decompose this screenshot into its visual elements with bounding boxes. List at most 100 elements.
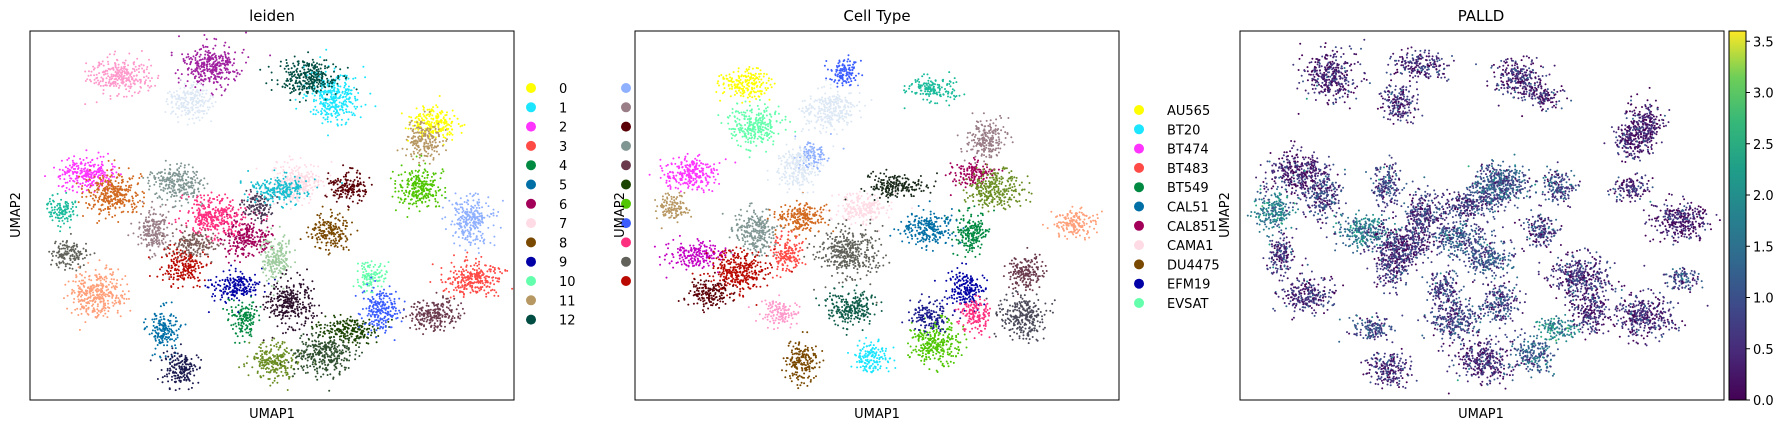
- scatter-point: [178, 188, 180, 190]
- scatter-point: [432, 119, 434, 121]
- scatter-point: [325, 102, 327, 104]
- scatter-point: [407, 182, 409, 184]
- scatter-point: [302, 176, 304, 178]
- scatter-point: [301, 89, 303, 91]
- scatter-point: [302, 80, 304, 82]
- scatter-point: [336, 242, 338, 244]
- scatter-point: [67, 170, 69, 172]
- scatter-point: [364, 185, 366, 187]
- scatter-point: [144, 234, 146, 236]
- scatter-point: [391, 319, 393, 321]
- scatter-point: [493, 270, 495, 272]
- scatter-point: [472, 268, 474, 270]
- scatter-point: [159, 172, 161, 174]
- scatter-point: [247, 255, 249, 257]
- scatter-point: [227, 230, 229, 232]
- scatter-point: [168, 179, 170, 181]
- scatter-point: [137, 244, 139, 246]
- scatter-point: [416, 121, 418, 123]
- scatter-point: [462, 308, 464, 310]
- scatter-point: [244, 312, 246, 314]
- scatter-point: [426, 317, 428, 319]
- scatter-point: [408, 203, 410, 205]
- scatter-point: [224, 286, 226, 288]
- scatter-point: [463, 274, 465, 276]
- scatter-point: [356, 331, 358, 333]
- scatter-point: [307, 68, 309, 70]
- scatter-point: [371, 260, 373, 262]
- scatter-point: [476, 291, 478, 293]
- scatter-point: [166, 330, 168, 332]
- scatter-point: [215, 281, 217, 283]
- scatter-point: [231, 225, 233, 227]
- scatter-point: [471, 278, 473, 280]
- scatter-point: [511, 288, 513, 290]
- scatter-point: [478, 287, 480, 289]
- scatter-point: [394, 313, 396, 315]
- scatter-point: [258, 252, 260, 254]
- scatter-point: [428, 115, 430, 117]
- scatter-point: [447, 314, 449, 316]
- scatter-point: [493, 209, 495, 211]
- scatter-point: [423, 115, 425, 117]
- scatter-point: [231, 209, 233, 211]
- scatter-point: [342, 320, 344, 322]
- scatter-point: [345, 103, 347, 105]
- scatter-point: [340, 186, 342, 188]
- scatter-point: [396, 313, 398, 315]
- scatter-point: [226, 277, 228, 279]
- scatter-point: [292, 197, 294, 199]
- scatter-point: [371, 323, 373, 325]
- scatter-point: [147, 232, 149, 234]
- scatter-point: [232, 235, 234, 237]
- scatter-point: [183, 173, 185, 175]
- scatter-point: [295, 89, 297, 91]
- scatter-point: [460, 197, 462, 199]
- scatter-point: [249, 288, 251, 290]
- scatter-point: [188, 210, 190, 212]
- scatter-point: [311, 88, 313, 90]
- scatter-point: [295, 99, 297, 101]
- scatter-point: [369, 299, 371, 301]
- scatter-point: [163, 233, 165, 235]
- scatter-point: [246, 327, 248, 329]
- scatter-point: [354, 179, 356, 181]
- scatter-point: [195, 174, 197, 176]
- scatter-point: [161, 215, 163, 217]
- scatter-point: [425, 201, 427, 203]
- scatter-point: [240, 276, 242, 278]
- scatter-point: [421, 185, 423, 187]
- scatter-point: [408, 193, 410, 195]
- scatter-point: [348, 78, 350, 80]
- scatter-point: [448, 301, 450, 303]
- scatter-point: [343, 248, 345, 250]
- scatter-point: [176, 195, 178, 197]
- scatter-point: [333, 110, 335, 112]
- scatter-point: [220, 209, 222, 211]
- scatter-point: [494, 272, 496, 274]
- scatter-point: [457, 219, 459, 221]
- scatter-point: [159, 213, 161, 215]
- scatter-point: [65, 190, 67, 192]
- scatter-point: [349, 319, 351, 321]
- scatter-point: [435, 194, 437, 196]
- scatter-point: [375, 336, 377, 338]
- scatter-point: [72, 190, 74, 192]
- scatter-point: [378, 320, 380, 322]
- scatter-point: [153, 237, 155, 239]
- scatter-point: [455, 192, 457, 194]
- scatter-point: [330, 224, 332, 226]
- scatter-point: [437, 327, 439, 329]
- scatter-point: [350, 92, 352, 94]
- scatter-point: [429, 315, 431, 317]
- scatter-point: [304, 186, 306, 188]
- scatter-point: [250, 320, 252, 322]
- scatter-point: [416, 314, 418, 316]
- scatter-point: [297, 73, 299, 75]
- scatter-point: [194, 216, 196, 218]
- scatter-point: [182, 175, 184, 177]
- scatter-point: [232, 277, 234, 279]
- scatter-point: [267, 226, 269, 228]
- scatter-point: [487, 215, 489, 217]
- scatter-point: [429, 114, 431, 116]
